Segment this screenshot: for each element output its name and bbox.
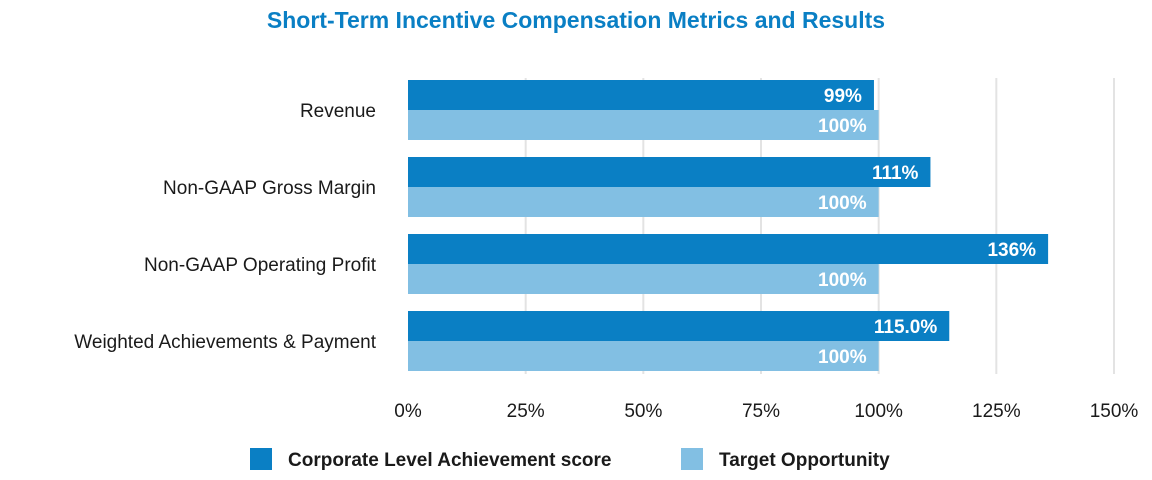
bar-value-label: 100% bbox=[818, 116, 867, 137]
x-tick-label: 25% bbox=[507, 401, 545, 422]
x-tick-label: 125% bbox=[972, 401, 1021, 422]
bar-value-label: 100% bbox=[818, 270, 867, 291]
bar bbox=[408, 110, 879, 140]
legend-label: Corporate Level Achievement score bbox=[288, 450, 611, 471]
legend-swatch bbox=[681, 448, 703, 470]
bar-value-label: 115.0% bbox=[874, 317, 937, 338]
bar-value-label: 99% bbox=[824, 86, 862, 107]
bar bbox=[408, 157, 931, 187]
category-label: Non-GAAP Operating Profit bbox=[144, 255, 377, 276]
legend-label: Target Opportunity bbox=[719, 450, 890, 471]
x-tick-label: 0% bbox=[394, 401, 422, 422]
bar bbox=[408, 311, 950, 341]
x-tick-label: 50% bbox=[624, 401, 662, 422]
bar-value-label: 136% bbox=[987, 240, 1036, 261]
bar bbox=[408, 187, 879, 217]
category-label: Revenue bbox=[300, 101, 376, 122]
x-tick-label: 100% bbox=[854, 401, 903, 422]
x-axis-tick-labels: 0% 25% 50% 75% 100% 125% 150% bbox=[394, 401, 1138, 422]
bar bbox=[408, 264, 879, 294]
bar bbox=[408, 341, 879, 371]
legend: Corporate Level Achievement score Target … bbox=[250, 448, 890, 471]
bar-value-label: 100% bbox=[818, 347, 867, 368]
x-tick-label: 150% bbox=[1090, 401, 1139, 422]
bars: 99%100%111%100%136%100%115.0%100% bbox=[408, 80, 1049, 371]
bar bbox=[408, 234, 1049, 264]
bar-value-label: 111% bbox=[872, 163, 919, 184]
legend-swatch bbox=[250, 448, 272, 470]
category-labels: Revenue Non-GAAP Gross Margin Non-GAAP Ope… bbox=[74, 101, 376, 353]
x-tick-label: 75% bbox=[742, 401, 780, 422]
chart-title: Short-Term Incentive Compensation Metric… bbox=[267, 7, 885, 33]
category-label: Non-GAAP Gross Margin bbox=[163, 178, 376, 199]
category-label: Weighted Achievements & Payment bbox=[74, 332, 376, 353]
bar-value-label: 100% bbox=[818, 193, 867, 214]
bar bbox=[408, 80, 874, 110]
